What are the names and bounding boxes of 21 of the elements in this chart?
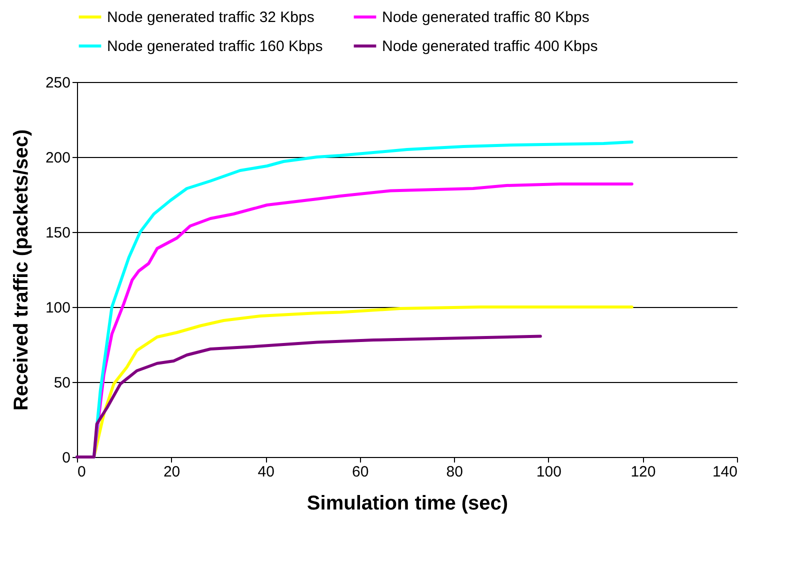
- x-tick-label: 140: [712, 464, 738, 480]
- y-tick-label: 150: [45, 224, 70, 242]
- y-tick-label: 50: [54, 374, 70, 392]
- x-tick-label: 60: [352, 464, 369, 480]
- x-tick-label: 0: [78, 464, 86, 480]
- legend-label: Node generated traffic 80 Kbps: [382, 9, 590, 26]
- x-axis-title: Simulation time (sec): [306, 492, 508, 514]
- x-tick-label: 40: [258, 464, 274, 480]
- y-tick-label: 200: [45, 150, 70, 166]
- y-tick-label: 0: [62, 450, 70, 466]
- legend-label: Node generated traffic 400 Kbps: [382, 38, 598, 55]
- x-tick-label: 120: [630, 464, 656, 480]
- y-axis-title: Received traffic (packets/sec): [10, 129, 32, 411]
- legend-label: Node generated traffic 32 Kbps: [107, 9, 314, 26]
- x-tick-label: 20: [163, 464, 180, 480]
- x-tick-label: 80: [446, 464, 463, 480]
- legend-label: Node generated traffic 160 Kbps: [107, 38, 323, 55]
- x-tick-label: 100: [536, 464, 562, 480]
- y-tick-label: 100: [45, 300, 70, 316]
- y-tick-label: 250: [45, 74, 70, 92]
- line-series: [76, 334, 542, 458]
